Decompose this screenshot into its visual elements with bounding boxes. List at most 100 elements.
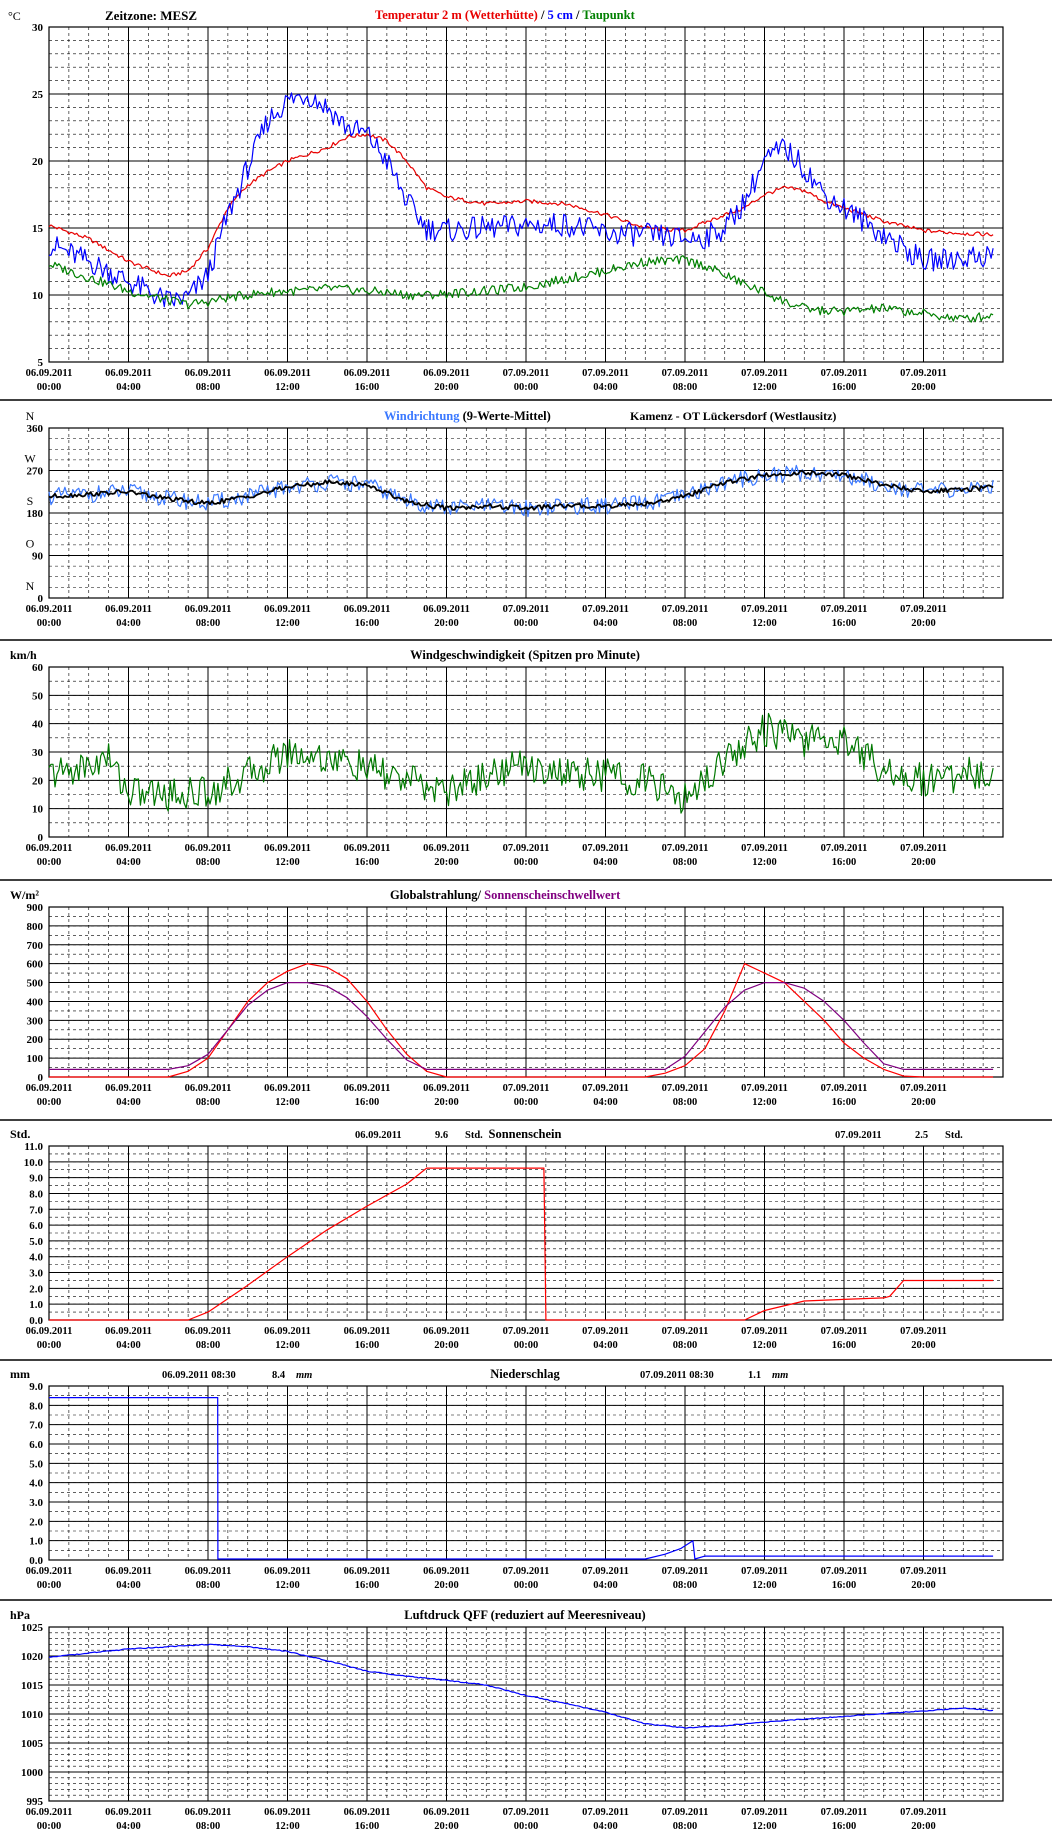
x-tick-date: 07.09.2011 bbox=[582, 843, 629, 854]
x-tick-date: 07.09.2011 bbox=[503, 368, 550, 379]
y-tick-label: 10.0 bbox=[24, 1157, 44, 1169]
x-tick-time: 00:00 bbox=[37, 1580, 62, 1591]
x-tick-time: 20:00 bbox=[434, 382, 459, 393]
title-part: / bbox=[573, 8, 583, 22]
y-tick-label: 1000 bbox=[21, 1767, 44, 1779]
y-tick-label: 1.0 bbox=[29, 1536, 43, 1548]
x-tick-date: 07.09.2011 bbox=[741, 1326, 788, 1337]
x-tick-date: 06.09.2011 bbox=[105, 1083, 152, 1094]
y-tick-label: 900 bbox=[27, 902, 44, 914]
y-tick-label: 50 bbox=[32, 690, 44, 702]
y-tick-label: 1010 bbox=[21, 1709, 44, 1721]
chart-panel-2: 0 90 180 270 360 06.09.2011 00:00 06.09.2011 04:… bbox=[0, 409, 1052, 641]
chart-title: Niederschlag bbox=[490, 1367, 560, 1381]
x-tick-date: 06.09.2011 bbox=[185, 1807, 232, 1818]
x-tick-time: 08:00 bbox=[673, 382, 698, 393]
x-tick-date: 07.09.2011 bbox=[582, 604, 629, 615]
y-tick-label: 1.0 bbox=[29, 1299, 43, 1311]
x-tick-time: 16:00 bbox=[832, 857, 857, 868]
x-tick-time: 04:00 bbox=[593, 1097, 618, 1108]
x-tick-date: 06.09.2011 bbox=[423, 1326, 470, 1337]
x-tick-date: 06.09.2011 bbox=[264, 843, 311, 854]
x-tick-time: 12:00 bbox=[275, 857, 300, 868]
y-tick-label: 1025 bbox=[21, 1622, 44, 1634]
y-tick-label: 4.0 bbox=[29, 1478, 43, 1490]
y-tick-label: 10 bbox=[32, 290, 44, 302]
x-tick-date: 06.09.2011 bbox=[105, 604, 152, 615]
x-tick-date: 07.09.2011 bbox=[582, 1083, 629, 1094]
series-line-2 bbox=[48, 92, 994, 308]
x-tick-date: 07.09.2011 bbox=[900, 604, 947, 615]
x-tick-date: 07.09.2011 bbox=[900, 1083, 947, 1094]
title-part: Temperatur 2 m (Wetterhütte) bbox=[375, 8, 538, 22]
y-tick-label: 40 bbox=[32, 719, 44, 731]
y-tick-label: 800 bbox=[27, 921, 44, 933]
x-tick-date: 07.09.2011 bbox=[662, 843, 709, 854]
x-tick-time: 08:00 bbox=[673, 1821, 698, 1832]
plot-frame bbox=[48, 666, 1004, 838]
series-line-1 bbox=[49, 1167, 994, 1321]
x-tick-date: 06.09.2011 bbox=[423, 843, 470, 854]
title-part: 5 cm bbox=[548, 8, 574, 22]
x-tick-time: 08:00 bbox=[673, 1580, 698, 1591]
x-tick-date: 06.09.2011 bbox=[344, 1326, 391, 1337]
chart-panel-6: 0.0 1.0 2.0 3.0 4.0 5.0 6.0 7.0 8.0 9.0 06.09.2011… bbox=[0, 1367, 1052, 1601]
x-tick-date: 06.09.2011 bbox=[26, 1326, 73, 1337]
compass-label: N bbox=[26, 409, 35, 423]
x-tick-date: 07.09.2011 bbox=[821, 843, 868, 854]
x-tick-date: 07.09.2011 bbox=[741, 1083, 788, 1094]
x-tick-time: 20:00 bbox=[911, 618, 936, 629]
title-part: Taupunkt bbox=[582, 8, 635, 22]
x-tick-time: 12:00 bbox=[752, 857, 777, 868]
x-tick-date: 07.09.2011 bbox=[821, 1326, 868, 1337]
x-tick-date: 07.09.2011 bbox=[741, 368, 788, 379]
x-tick-time: 00:00 bbox=[514, 1097, 539, 1108]
y-tick-label: 3.0 bbox=[29, 1268, 43, 1280]
location-label: Kamenz - OT Lückersdorf (Westlausitz) bbox=[630, 409, 836, 423]
annotation-value: 2.5 bbox=[915, 1130, 928, 1141]
y-tick-label: 700 bbox=[27, 940, 44, 952]
y-tick-label: 0 bbox=[38, 1072, 44, 1084]
x-tick-time: 12:00 bbox=[275, 382, 300, 393]
annotation-unit: mm bbox=[772, 1370, 788, 1381]
x-tick-date: 07.09.2011 bbox=[900, 368, 947, 379]
x-tick-date: 07.09.2011 bbox=[503, 604, 550, 615]
x-tick-date: 07.09.2011 bbox=[741, 1807, 788, 1818]
x-tick-date: 07.09.2011 bbox=[582, 1566, 629, 1577]
chart-title: Globalstrahlung/ Sonnenscheinschwellwert bbox=[390, 888, 621, 902]
x-tick-time: 00:00 bbox=[514, 618, 539, 629]
x-tick-date: 07.09.2011 bbox=[741, 1566, 788, 1577]
chart-title: Windgeschwindigkeit (Spitzen pro Minute) bbox=[410, 648, 640, 662]
x-tick-time: 04:00 bbox=[593, 857, 618, 868]
series-line-1 bbox=[49, 963, 994, 1078]
x-tick-date: 06.09.2011 bbox=[26, 368, 73, 379]
title-part: (9-Werte-Mittel) bbox=[460, 409, 551, 423]
x-tick-time: 08:00 bbox=[673, 857, 698, 868]
x-tick-time: 04:00 bbox=[593, 1580, 618, 1591]
x-tick-date: 07.09.2011 bbox=[662, 1566, 709, 1577]
x-tick-time: 16:00 bbox=[832, 618, 857, 629]
x-tick-date: 06.09.2011 bbox=[344, 1807, 391, 1818]
x-tick-date: 06.09.2011 bbox=[264, 368, 311, 379]
y-tick-label: 1015 bbox=[21, 1680, 44, 1692]
y-tick-label: 5 bbox=[38, 357, 44, 369]
x-tick-time: 04:00 bbox=[116, 1821, 141, 1832]
y-tick-label: 9.0 bbox=[29, 1173, 43, 1185]
x-tick-date: 06.09.2011 bbox=[423, 604, 470, 615]
series-line-1 bbox=[48, 1643, 994, 1729]
x-tick-time: 12:00 bbox=[752, 1821, 777, 1832]
x-tick-time: 12:00 bbox=[752, 1340, 777, 1351]
x-tick-time: 08:00 bbox=[196, 1580, 221, 1591]
x-tick-date: 06.09.2011 bbox=[185, 604, 232, 615]
x-tick-date: 07.09.2011 bbox=[741, 843, 788, 854]
x-tick-time: 08:00 bbox=[196, 618, 221, 629]
y-tick-label: 30 bbox=[32, 22, 44, 34]
y-tick-label: 0 bbox=[38, 593, 44, 605]
chart-panel-4: 0 100 200 300 400 500 600 700 800 900 06.09.2011 00… bbox=[0, 888, 1052, 1121]
compass-label: S bbox=[27, 494, 34, 508]
x-tick-date: 06.09.2011 bbox=[26, 1566, 73, 1577]
x-tick-time: 08:00 bbox=[196, 857, 221, 868]
x-tick-date: 07.09.2011 bbox=[900, 843, 947, 854]
